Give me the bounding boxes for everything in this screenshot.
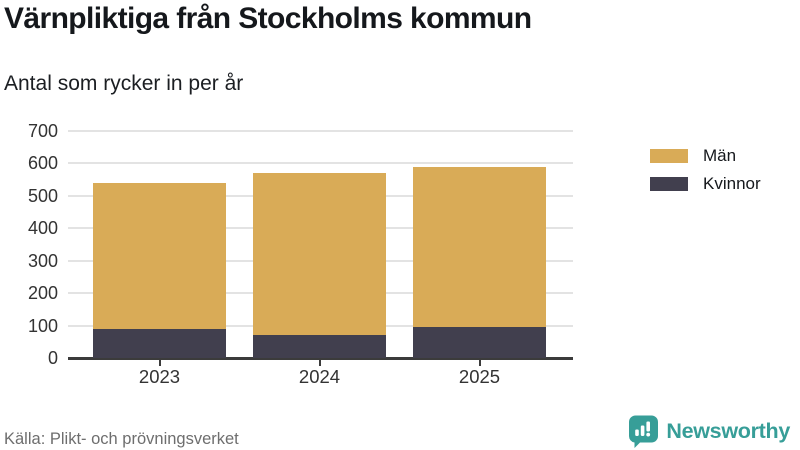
x-tick-label-2024: 2024: [298, 366, 341, 387]
x-tick-label-2025: 2025: [458, 366, 501, 387]
bar-segment-män-2023: [93, 182, 226, 329]
page-subtitle: Antal som rycker in per år: [4, 72, 244, 95]
x-tick-2023: [158, 360, 161, 366]
page-title: Värnpliktiga från Stockholms kommun: [4, 2, 532, 35]
bar-segment-män-2024: [253, 173, 386, 336]
y-tick-label-200: 200: [27, 283, 58, 304]
y-tick-label-700: 700: [27, 121, 58, 141]
legend-item-män: Män: [650, 147, 761, 164]
bar-segment-män-2025: [413, 166, 546, 328]
legend-item-kvinnor: Kvinnor: [650, 175, 761, 192]
x-tick-label-2023: 2023: [138, 366, 181, 387]
newsworthy-wordmark: Newsworthy: [666, 419, 790, 443]
bar-segment-kvinnor-2024: [253, 335, 386, 358]
bar-segment-kvinnor-2023: [93, 328, 226, 358]
x-tick-2024: [318, 360, 321, 366]
y-tick-label-600: 600: [27, 153, 58, 174]
y-tick-label-0: 0: [47, 348, 58, 368]
gridline-600: [68, 162, 573, 165]
legend-swatch-kvinnor: [650, 176, 688, 191]
gridline-700: [68, 130, 573, 132]
y-tick-label-500: 500: [27, 185, 58, 206]
y-tick-label-400: 400: [27, 218, 58, 239]
bar-segment-kvinnor-2025: [413, 327, 546, 358]
newsworthy-logo[interactable]: Newsworthy: [628, 415, 790, 448]
x-axis-line: [68, 357, 573, 360]
y-tick-label-300: 300: [27, 250, 58, 271]
legend-swatch-män: [650, 148, 688, 163]
newsworthy-bubble-chart-icon: [629, 415, 659, 448]
legend: Män Kvinnor: [650, 147, 761, 203]
legend-label-män: Män: [703, 146, 737, 165]
y-tick-label-100: 100: [27, 315, 58, 336]
legend-label-kvinnor: Kvinnor: [703, 174, 761, 193]
source-note: Källa: Plikt- och prövningsverket: [4, 430, 239, 448]
x-tick-2025: [478, 360, 481, 366]
